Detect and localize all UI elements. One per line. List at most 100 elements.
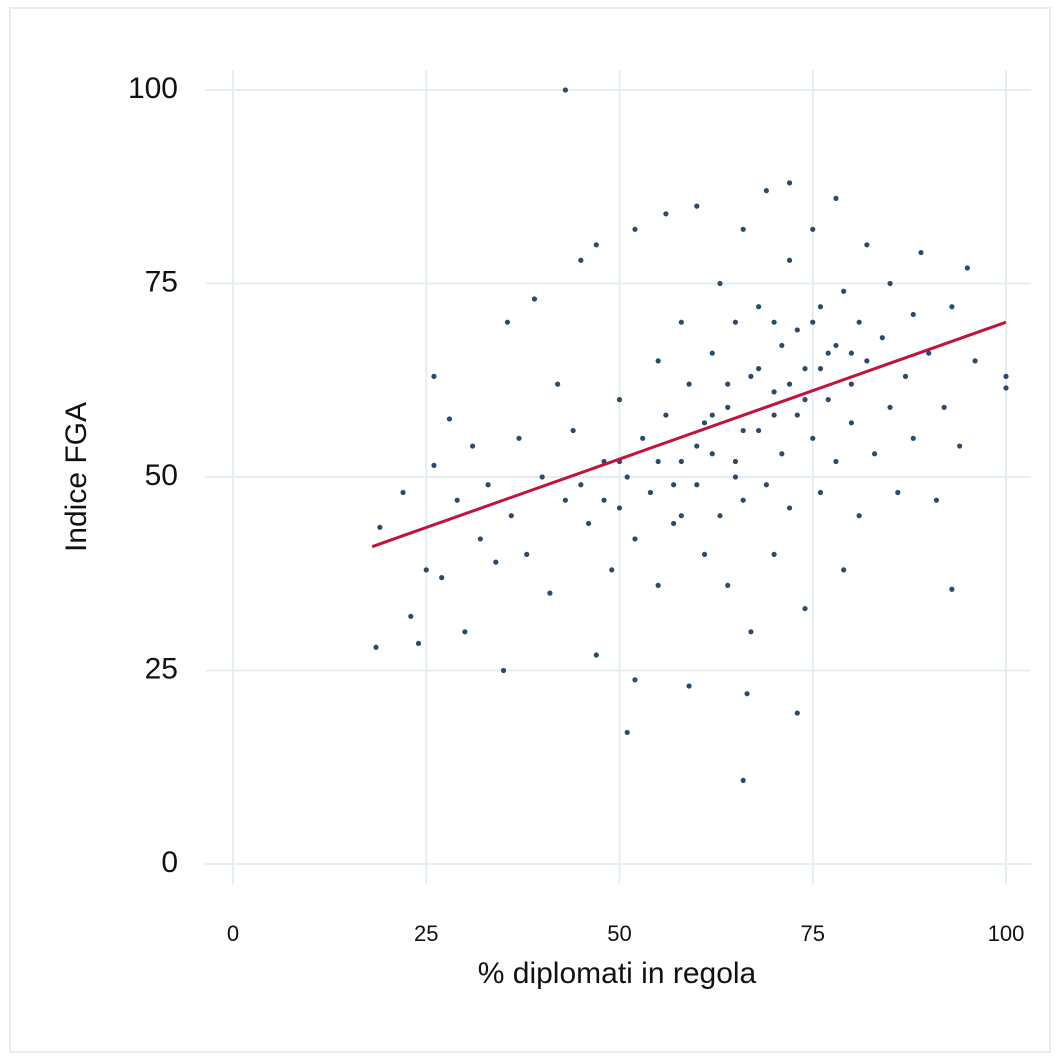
y-tick-label: 75 (145, 265, 178, 298)
point (524, 551, 530, 558)
x-tick-label: 25 (414, 921, 438, 946)
point (555, 381, 561, 387)
point (817, 489, 824, 496)
frame (9, 7, 1051, 1053)
point (879, 335, 885, 341)
point (709, 412, 715, 418)
point (477, 536, 483, 542)
point (516, 435, 522, 441)
point (786, 257, 793, 263)
y-tick-label: 100 (128, 72, 178, 105)
y-tick-label: 0 (161, 846, 178, 879)
point (957, 443, 963, 449)
x-tick-label: 0 (227, 921, 239, 946)
point (740, 226, 746, 232)
point (740, 497, 746, 503)
point (686, 381, 692, 387)
point (578, 257, 584, 263)
point (848, 420, 855, 426)
point (825, 397, 831, 403)
point (744, 691, 750, 697)
point (493, 559, 499, 565)
point (485, 482, 491, 488)
point (794, 327, 800, 333)
point (547, 590, 553, 596)
point (949, 586, 955, 592)
point (632, 226, 638, 232)
x-tick-label: 100 (988, 921, 1025, 946)
point (918, 249, 924, 256)
point (732, 474, 739, 480)
point (454, 497, 460, 503)
point (655, 358, 661, 364)
point (786, 505, 793, 511)
point (632, 677, 638, 683)
point (771, 319, 777, 325)
point (748, 373, 754, 379)
point (725, 381, 731, 387)
x-tick-label: 75 (801, 921, 825, 946)
point (763, 188, 769, 194)
point (763, 482, 769, 488)
point (972, 358, 978, 364)
point (833, 458, 839, 465)
point (400, 489, 406, 496)
point (423, 567, 429, 573)
point (671, 482, 677, 488)
point (593, 242, 599, 248)
y-axis-title: Indice FGA (60, 402, 93, 552)
point (964, 265, 970, 271)
point (771, 551, 777, 558)
point (856, 513, 862, 519)
point (609, 567, 615, 573)
point (864, 358, 870, 364)
point (810, 435, 816, 441)
point (701, 551, 708, 558)
point (732, 458, 739, 465)
point (848, 381, 855, 387)
point (732, 319, 739, 325)
point (415, 640, 422, 647)
point (802, 397, 808, 403)
point (794, 412, 800, 418)
point (462, 629, 468, 635)
point (663, 211, 669, 217)
point (531, 296, 538, 302)
point (601, 497, 607, 503)
point (740, 777, 746, 784)
point (439, 575, 445, 581)
point (1003, 385, 1009, 391)
point (902, 373, 909, 379)
point (562, 87, 568, 93)
point (941, 404, 947, 410)
point (709, 350, 715, 356)
point (740, 427, 746, 434)
y-tick-label: 50 (145, 459, 178, 492)
point (504, 319, 511, 325)
point (786, 180, 793, 186)
point (817, 304, 824, 310)
point (794, 710, 800, 716)
point (926, 350, 932, 356)
point (655, 458, 661, 465)
point (756, 427, 762, 434)
trend-line (371, 320, 1007, 549)
point (771, 412, 777, 418)
point (678, 319, 684, 325)
point (825, 350, 831, 356)
point (779, 451, 785, 457)
point (725, 582, 731, 588)
point (1003, 373, 1009, 379)
point (933, 497, 940, 503)
point (663, 412, 669, 418)
point (655, 582, 661, 588)
point (578, 482, 584, 488)
point (562, 497, 568, 503)
point (817, 366, 824, 372)
point (864, 242, 870, 248)
point (640, 435, 646, 441)
point (910, 435, 916, 441)
point (871, 451, 878, 457)
point (431, 373, 437, 379)
